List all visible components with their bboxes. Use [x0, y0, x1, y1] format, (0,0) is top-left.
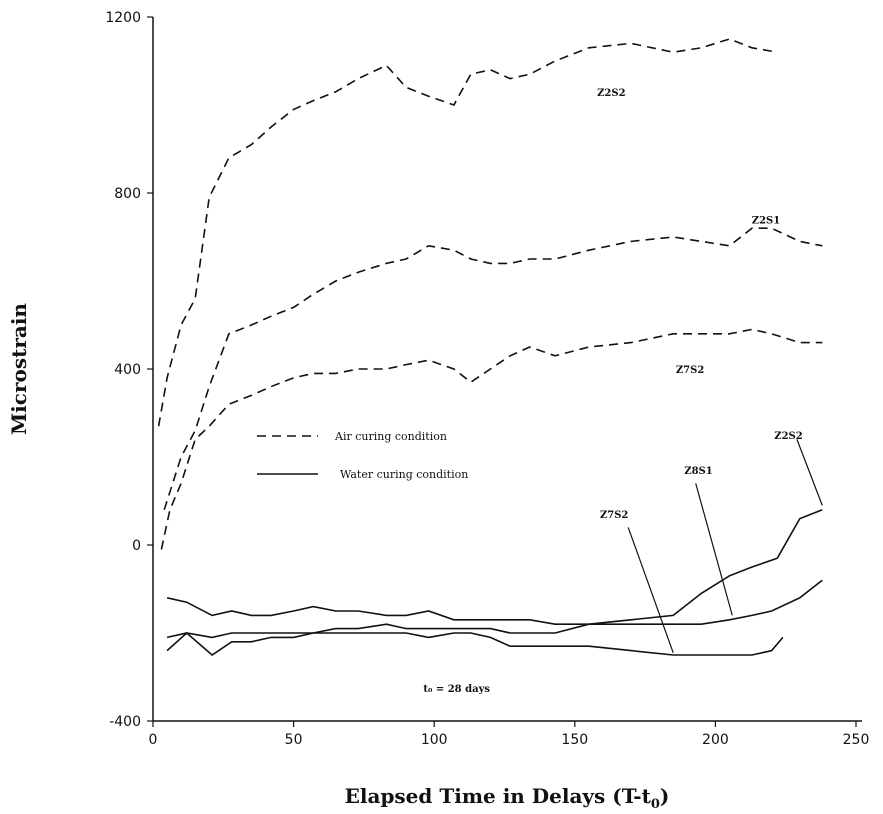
x-tick-label: 100: [421, 732, 448, 748]
x-tick-label: 50: [285, 732, 303, 748]
annotation-label: Z2S1: [752, 215, 780, 226]
series-line-1-dashed: [157, 38, 778, 427]
series-line-6-solid: [166, 631, 784, 657]
x-axis-title-subscript: 0: [651, 797, 660, 812]
legend-label-water: Water curing condition: [340, 468, 468, 481]
annotation-label: Z8S1: [684, 466, 712, 477]
series-line-5-solid: [166, 509, 823, 639]
legend-label-air: Air curing condition: [334, 430, 447, 443]
x-axis-title-main: Elapsed Time in Delays (T-t: [345, 784, 652, 808]
series-layer: [157, 38, 823, 657]
x-tick-label: 0: [149, 732, 158, 748]
series-line-3-dashed: [160, 328, 823, 550]
annotation-leader: [695, 483, 733, 616]
annotation-leader: [627, 527, 674, 654]
y-axis-title: Microstrain: [7, 303, 31, 435]
series-line-2-dashed: [163, 227, 823, 511]
y-tick-label: 800: [114, 186, 141, 202]
y-tick-label: 1200: [105, 10, 141, 26]
annotation-label: Z2S2: [597, 88, 625, 99]
legend: Air curing condition Water curing condit…: [257, 430, 468, 481]
x-axis-title: Elapsed Time in Delays (T-t0): [345, 784, 670, 812]
series-line-4-solid: [166, 579, 823, 626]
annotation-layer: Z2S2 Z2S1 Z7S2 Z2S2 Z8S1 Z7S2 t₀ = 28 days: [423, 88, 802, 695]
x-tick-label: 250: [843, 732, 870, 748]
leader-layer: [627, 439, 823, 654]
y-tick-label: 400: [114, 362, 141, 378]
y-tick-label: 0: [132, 538, 141, 554]
x-tick-label: 200: [702, 732, 729, 748]
annotation-label: Z7S2: [676, 365, 704, 376]
y-tick-label: -400: [109, 714, 141, 730]
x-tick-label: 150: [561, 732, 588, 748]
annotation-leader: [796, 439, 823, 506]
x-axis-title-end: ): [660, 784, 669, 808]
annotation-label: Z2S2: [774, 431, 802, 442]
ticks: 0 50 100 150 200 250 -400 0 400 800 1200: [105, 10, 869, 748]
annotation-label: Z7S2: [600, 510, 628, 521]
annotation-label: t₀ = 28 days: [423, 684, 490, 695]
